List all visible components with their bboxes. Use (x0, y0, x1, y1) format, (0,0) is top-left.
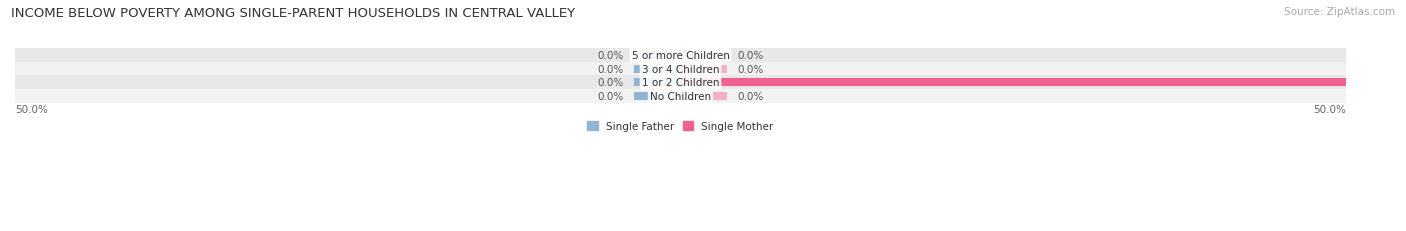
Bar (681, 52, 727, 60)
Text: 0.0%: 0.0% (598, 78, 623, 88)
Bar (634, 52, 681, 60)
Text: 50.0%: 50.0% (1357, 78, 1393, 88)
Bar (15, 76, 1346, 90)
Bar (15, 49, 1346, 62)
Text: 5 or more Children: 5 or more Children (631, 51, 730, 61)
Text: 50.0%: 50.0% (1313, 105, 1346, 115)
Text: 0.0%: 0.0% (598, 51, 623, 61)
Bar (681, 93, 727, 101)
Text: 1 or 2 Children: 1 or 2 Children (641, 78, 720, 88)
Text: 0.0%: 0.0% (738, 64, 763, 74)
Text: INCOME BELOW POVERTY AMONG SINGLE-PARENT HOUSEHOLDS IN CENTRAL VALLEY: INCOME BELOW POVERTY AMONG SINGLE-PARENT… (11, 7, 575, 20)
Bar (15, 90, 1346, 103)
Text: 0.0%: 0.0% (598, 92, 623, 102)
Legend: Single Father, Single Mother: Single Father, Single Mother (588, 122, 773, 131)
Text: No Children: No Children (650, 92, 711, 102)
Text: Source: ZipAtlas.com: Source: ZipAtlas.com (1284, 7, 1395, 17)
Text: 0.0%: 0.0% (738, 51, 763, 61)
Bar (634, 65, 681, 73)
Text: 50.0%: 50.0% (15, 105, 48, 115)
Text: 0.0%: 0.0% (598, 64, 623, 74)
Bar (681, 79, 1346, 87)
Text: 3 or 4 Children: 3 or 4 Children (641, 64, 720, 74)
Bar (634, 93, 681, 101)
Bar (15, 62, 1346, 76)
Bar (681, 65, 727, 73)
Text: 0.0%: 0.0% (738, 92, 763, 102)
Bar (634, 79, 681, 87)
